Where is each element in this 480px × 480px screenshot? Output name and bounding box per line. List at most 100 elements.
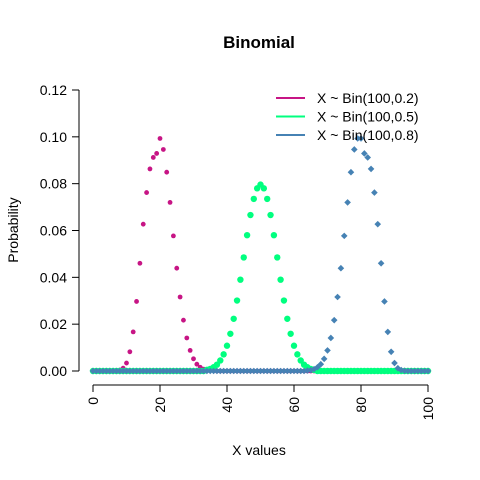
data-point bbox=[193, 367, 201, 375]
data-point bbox=[93, 367, 100, 375]
data-point bbox=[99, 367, 107, 375]
data-point bbox=[89, 367, 97, 375]
x-tick-label: 0 bbox=[85, 397, 101, 405]
data-point bbox=[109, 367, 117, 375]
data-point bbox=[136, 367, 144, 375]
data-point bbox=[280, 367, 288, 375]
series-2-points bbox=[89, 181, 432, 375]
data-point bbox=[123, 367, 130, 375]
data-point bbox=[174, 265, 180, 271]
data-point bbox=[133, 367, 140, 375]
data-point bbox=[397, 366, 405, 374]
data-point bbox=[177, 294, 183, 300]
data-point bbox=[334, 293, 341, 301]
x-tick-label: 100 bbox=[420, 397, 436, 421]
data-point bbox=[103, 367, 110, 375]
data-point bbox=[173, 367, 181, 375]
data-point bbox=[320, 355, 328, 363]
data-point bbox=[260, 185, 268, 192]
y-tick-label: 0.08 bbox=[40, 176, 67, 192]
data-point bbox=[160, 367, 167, 375]
data-point bbox=[404, 367, 412, 375]
data-point bbox=[287, 367, 294, 375]
data-point bbox=[167, 200, 173, 205]
y-tick-label: 0.02 bbox=[40, 316, 67, 332]
data-point bbox=[180, 367, 187, 375]
data-point bbox=[181, 317, 186, 323]
data-point bbox=[270, 231, 278, 239]
data-point bbox=[240, 367, 248, 375]
data-point bbox=[156, 367, 164, 375]
data-point bbox=[200, 367, 207, 375]
data-point bbox=[284, 367, 291, 375]
data-point bbox=[277, 276, 284, 283]
data-point bbox=[250, 195, 257, 203]
data-point bbox=[287, 330, 294, 337]
data-point bbox=[186, 367, 194, 375]
data-point bbox=[407, 367, 415, 375]
data-point bbox=[223, 342, 231, 349]
data-point bbox=[310, 365, 318, 373]
data-point bbox=[391, 359, 398, 367]
data-point bbox=[220, 351, 227, 358]
data-point bbox=[297, 367, 304, 375]
y-tick-label: 0.06 bbox=[40, 223, 67, 239]
data-point bbox=[217, 367, 224, 375]
data-point bbox=[317, 360, 325, 368]
data-point bbox=[187, 347, 193, 353]
x-tick-label: 40 bbox=[219, 397, 235, 413]
data-point bbox=[277, 367, 284, 375]
x-axis-label: X values bbox=[232, 442, 286, 458]
data-point bbox=[354, 135, 361, 142]
data-point bbox=[140, 221, 146, 227]
data-point bbox=[418, 367, 425, 375]
data-point bbox=[230, 315, 237, 322]
data-point bbox=[290, 342, 298, 349]
data-point bbox=[150, 155, 156, 160]
data-point bbox=[290, 367, 298, 375]
data-point bbox=[267, 211, 274, 219]
data-point bbox=[134, 299, 139, 304]
data-point bbox=[113, 367, 120, 375]
series-1-points bbox=[90, 136, 431, 374]
data-point bbox=[206, 367, 214, 375]
data-point bbox=[137, 260, 143, 266]
data-point bbox=[223, 367, 231, 375]
data-point bbox=[139, 367, 147, 375]
data-point bbox=[213, 367, 221, 375]
data-point bbox=[96, 367, 103, 375]
data-point bbox=[163, 367, 170, 375]
data-point bbox=[260, 367, 268, 375]
y-tick-label: 0.12 bbox=[40, 82, 67, 98]
data-point bbox=[361, 150, 368, 157]
x-tick-label: 80 bbox=[353, 397, 369, 413]
data-point bbox=[170, 367, 177, 375]
data-point bbox=[190, 367, 197, 375]
data-point bbox=[243, 231, 251, 239]
data-point bbox=[247, 367, 254, 375]
data-point bbox=[294, 351, 301, 358]
data-point bbox=[147, 166, 153, 172]
data-point bbox=[414, 367, 422, 375]
data-point bbox=[263, 367, 271, 375]
data-point bbox=[233, 297, 241, 304]
x-ticks: 0 20 40 60 80 100 bbox=[85, 385, 436, 420]
data-point bbox=[284, 315, 291, 322]
data-point bbox=[157, 136, 163, 141]
data-point bbox=[247, 211, 254, 219]
data-point bbox=[267, 367, 274, 375]
data-point bbox=[164, 169, 170, 175]
y-axis-label: Probability bbox=[5, 197, 21, 262]
data-point bbox=[143, 367, 150, 375]
data-point bbox=[124, 360, 129, 366]
data-point bbox=[253, 367, 261, 375]
data-point bbox=[371, 189, 378, 196]
legend-label: X ~ Bin(100,0.2) bbox=[317, 90, 419, 106]
data-point bbox=[421, 367, 428, 375]
data-point bbox=[191, 356, 196, 362]
data-point bbox=[387, 348, 395, 356]
data-point bbox=[367, 165, 375, 173]
data-point bbox=[130, 329, 136, 335]
data-point bbox=[330, 316, 338, 324]
data-point bbox=[233, 367, 241, 375]
